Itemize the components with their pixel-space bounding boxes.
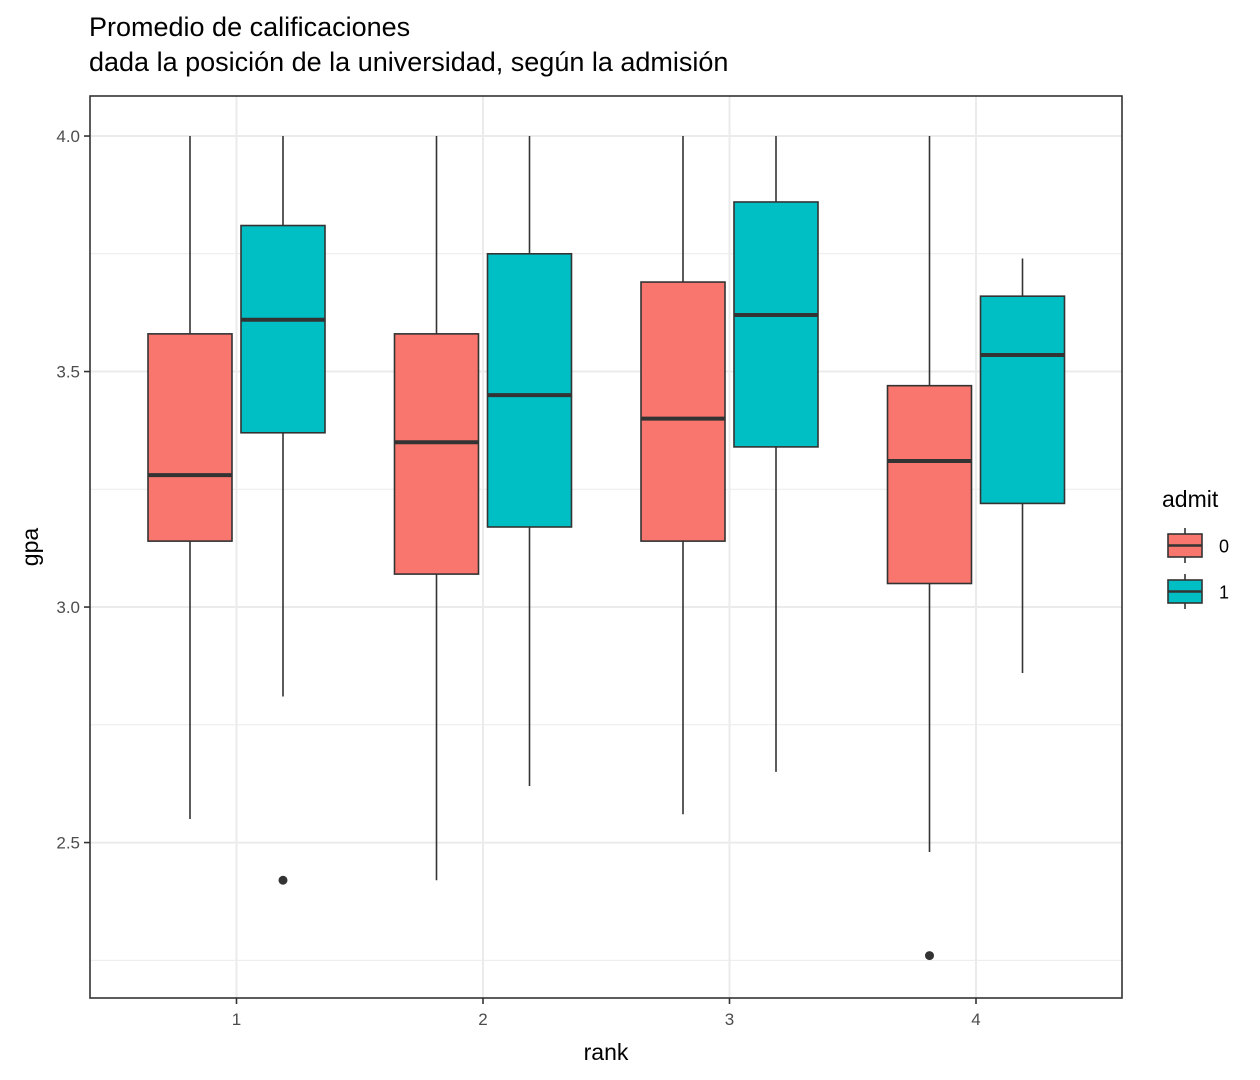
box-series bbox=[147, 136, 1066, 961]
y-tick-label: 3.5 bbox=[56, 363, 80, 382]
legend: admit 0 1 bbox=[1162, 486, 1229, 609]
y-tick-label: 4.0 bbox=[56, 127, 80, 146]
box bbox=[979, 295, 1066, 505]
plot-panel-border bbox=[89, 95, 1123, 999]
chart-title-block: Promedio de calificaciones dada la posic… bbox=[89, 10, 728, 80]
chart-subtitle: dada la posición de la universidad, segú… bbox=[89, 47, 729, 77]
box bbox=[240, 224, 326, 434]
legend-label: 0 bbox=[1219, 537, 1229, 557]
x-tick-label: 4 bbox=[971, 1010, 980, 1029]
chart-title: Promedio de calificaciones bbox=[89, 12, 411, 42]
x-axis-title: rank bbox=[584, 1039, 629, 1065]
x-tick-label: 2 bbox=[478, 1010, 487, 1029]
box bbox=[393, 333, 480, 575]
legend-item-0: 0 bbox=[1167, 528, 1229, 563]
y-tick-label: 3.0 bbox=[56, 598, 80, 617]
series-1 bbox=[240, 136, 1066, 885]
box bbox=[147, 333, 233, 542]
legend-item-1: 1 bbox=[1167, 574, 1229, 609]
box bbox=[640, 281, 726, 542]
box bbox=[733, 201, 819, 448]
y-axis-title: gpa bbox=[17, 528, 43, 567]
legend-label: 1 bbox=[1219, 583, 1229, 603]
series-0 bbox=[147, 136, 973, 961]
x-tick-label: 3 bbox=[725, 1010, 734, 1029]
outlier-point bbox=[278, 875, 288, 885]
box bbox=[486, 252, 573, 528]
legend-title: admit bbox=[1162, 486, 1219, 512]
x-tick-label: 1 bbox=[232, 1010, 241, 1029]
axes: 2.5 3.0 3.5 4.0 1 2 3 4 bbox=[56, 127, 980, 1029]
outlier-point bbox=[925, 951, 934, 961]
y-tick-label: 2.5 bbox=[56, 834, 80, 853]
box bbox=[886, 384, 973, 585]
